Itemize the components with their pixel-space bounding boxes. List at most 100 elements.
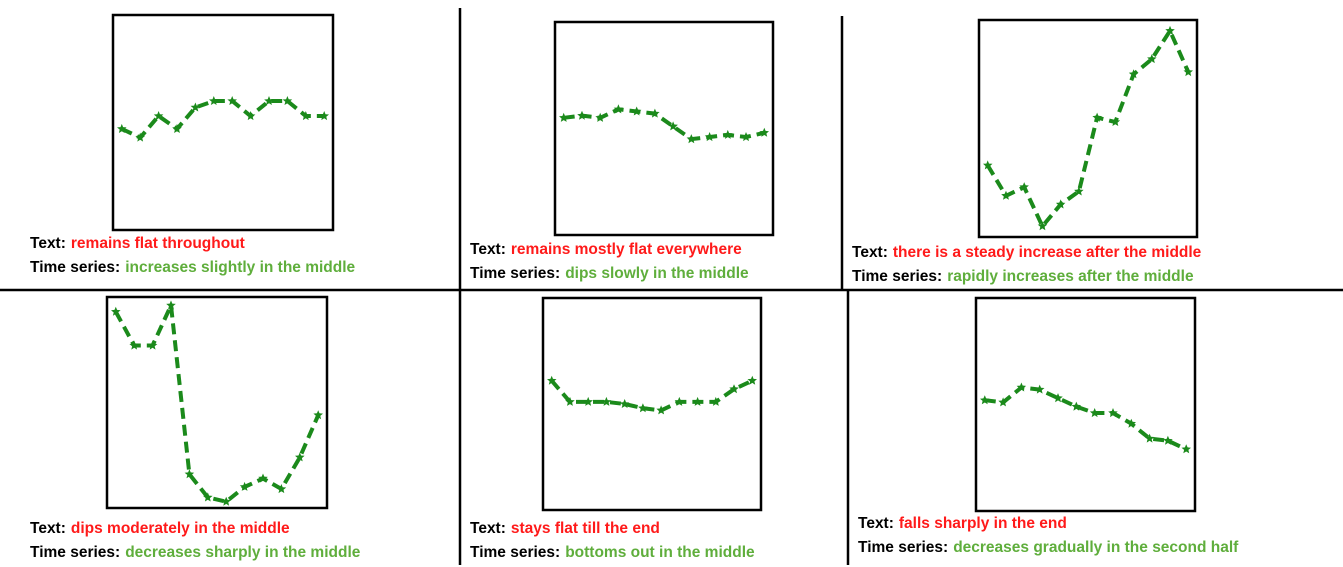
- point-marker: [1108, 408, 1118, 418]
- caption: Text: dips moderately in the middle Time s…: [30, 520, 365, 562]
- caption-prefix: Text:: [30, 235, 66, 252]
- point-marker: [1019, 182, 1029, 192]
- point-marker: [1035, 384, 1045, 394]
- point-marker: [723, 129, 733, 139]
- point-marker: [565, 396, 575, 406]
- point-marker: [1110, 117, 1121, 126]
- point-marker: [686, 134, 697, 144]
- point-marker: [704, 132, 715, 142]
- series-line: [120, 99, 325, 141]
- point-marker: [577, 110, 587, 120]
- caption-line: Text: remains mostly flat everywhere: [470, 241, 754, 259]
- caption-text: there is a steady increase after the mid…: [892, 244, 1202, 261]
- caption-text: remains mostly flat everywhere: [510, 241, 742, 258]
- point-marker: [559, 112, 569, 122]
- caption-prefix: Text:: [470, 241, 506, 258]
- point-marker: [1071, 401, 1082, 411]
- plot-frame: [974, 296, 1197, 513]
- caption-text: dips moderately in the middle: [70, 520, 290, 537]
- point-marker: [166, 300, 176, 310]
- point-marker: [1074, 186, 1084, 196]
- caption: Text: falls sharply in the end Time series…: [858, 515, 1243, 557]
- caption-line: Time series: dips slowly in the middle: [470, 265, 754, 283]
- point-marker: [172, 123, 182, 133]
- point-marker: [747, 375, 757, 385]
- caption-text: remains flat throughout: [70, 235, 245, 252]
- point-marker: [613, 104, 624, 114]
- point-marker: [595, 112, 605, 122]
- point-marker: [674, 396, 685, 406]
- caption-line: Time series: bottoms out in the middle: [470, 544, 760, 562]
- plot-frame: [105, 295, 329, 510]
- point-marker: [759, 127, 769, 137]
- point-marker: [295, 452, 305, 462]
- caption: Text: stays flat till the end Time series:…: [470, 520, 760, 562]
- caption-prefix: Time series:: [30, 544, 121, 561]
- point-marker: [583, 396, 593, 406]
- caption-line: Time series: rapidly increases after the …: [852, 268, 1206, 286]
- caption-text: decreases sharply in the middle: [125, 544, 361, 561]
- point-marker: [656, 405, 666, 415]
- point-marker: [135, 132, 145, 142]
- point-marker: [983, 160, 993, 170]
- point-marker: [221, 496, 231, 506]
- caption-text: stays flat till the end: [510, 520, 660, 537]
- point-marker: [264, 96, 274, 105]
- series-line: [550, 378, 754, 413]
- series-line: [984, 385, 1188, 452]
- caption-line: Time series: increases slightly in the mi…: [30, 259, 360, 277]
- point-marker: [980, 395, 990, 405]
- point-marker: [650, 108, 660, 118]
- point-marker: [1128, 69, 1139, 79]
- point-marker: [631, 106, 642, 116]
- caption-prefix: Text:: [470, 520, 506, 537]
- point-marker: [1163, 435, 1173, 445]
- point-marker: [711, 396, 721, 406]
- point-marker: [184, 469, 195, 479]
- point-marker: [203, 492, 213, 502]
- caption-prefix: Text:: [30, 520, 66, 537]
- point-marker: [1001, 190, 1011, 200]
- caption-line: Text: remains flat throughout: [30, 235, 360, 253]
- caption: Text: remains flat throughout Time series:…: [30, 235, 360, 277]
- caption: Text: remains mostly flat everywhere Time …: [470, 241, 754, 283]
- caption-prefix: Text:: [858, 515, 894, 532]
- caption-line: Text: falls sharply in the end: [858, 515, 1243, 533]
- caption-line: Text: stays flat till the end: [470, 520, 760, 538]
- point-marker: [129, 340, 139, 350]
- point-marker: [301, 111, 311, 121]
- point-marker: [741, 132, 751, 142]
- point-marker: [547, 375, 557, 385]
- caption-text: rapidly increases after the middle: [947, 268, 1194, 285]
- point-marker: [276, 484, 287, 494]
- point-marker: [319, 111, 329, 121]
- caption: Text: there is a steady increase after th…: [852, 244, 1206, 286]
- point-marker: [668, 121, 678, 131]
- caption-line: Time series: decreases gradually in the s…: [858, 539, 1243, 557]
- point-marker: [209, 96, 219, 105]
- point-marker: [998, 397, 1008, 407]
- point-marker: [1055, 199, 1066, 209]
- caption-text: falls sharply in the end: [898, 515, 1067, 532]
- point-marker: [619, 399, 630, 408]
- plot-frame: [553, 20, 775, 237]
- series-line: [563, 107, 765, 142]
- point-marker: [111, 306, 121, 316]
- point-marker: [729, 384, 739, 394]
- caption-text: bottoms out in the middle: [565, 544, 755, 561]
- caption-prefix: Time series:: [852, 268, 943, 285]
- caption-line: Text: dips moderately in the middle: [30, 520, 365, 538]
- point-marker: [1092, 112, 1102, 122]
- series-line: [985, 26, 1191, 230]
- point-marker: [1183, 67, 1193, 77]
- plot-frame: [111, 13, 335, 232]
- series-line: [114, 297, 321, 504]
- caption-prefix: Text:: [852, 244, 888, 261]
- point-marker: [313, 410, 323, 420]
- point-marker: [239, 481, 250, 491]
- caption-text: increases slightly in the middle: [125, 259, 356, 276]
- point-marker: [258, 473, 268, 483]
- point-marker: [1144, 433, 1155, 443]
